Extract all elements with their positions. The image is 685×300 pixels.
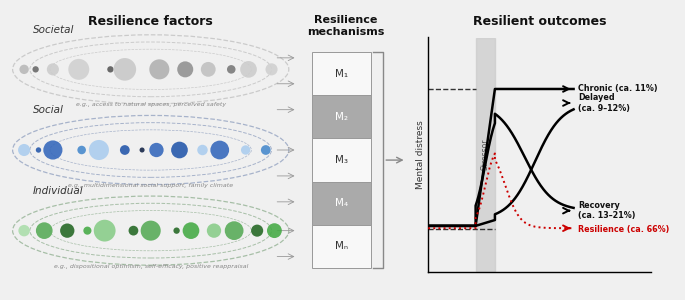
Bar [475,38,495,272]
Text: Resilience factors: Resilience factors [88,15,213,28]
Point [93,148,104,152]
Text: Resilience (ca. 66%): Resilience (ca. 66%) [578,225,669,234]
Point [136,148,147,152]
Point [240,148,251,152]
Point [226,67,237,72]
Point [99,228,110,233]
Bar [312,139,371,182]
Point [82,228,93,233]
Point [151,148,162,152]
Text: M₁: M₁ [335,69,348,79]
Point [128,228,139,233]
Text: Chronic (ca. 11%): Chronic (ca. 11%) [578,85,658,94]
Text: Delayed
(ca. 9–12%): Delayed (ca. 9–12%) [578,93,630,113]
Point [39,228,50,233]
Point [119,67,130,72]
Bar [312,225,371,268]
Text: Recovery
(ca. 13–21%): Recovery (ca. 13–21%) [578,201,636,220]
Point [251,228,262,233]
Text: M₂: M₂ [335,112,348,122]
Text: Social: Social [33,105,64,116]
Text: M₄: M₄ [335,198,348,208]
Text: Stressor: Stressor [481,139,490,170]
Text: Societal: Societal [33,25,74,35]
Point [30,67,41,72]
Text: Individual: Individual [33,186,84,196]
Point [18,67,29,72]
Point [243,67,254,72]
Point [174,148,185,152]
Bar [312,52,371,95]
Y-axis label: Mental distress: Mental distress [416,120,425,189]
Point [18,228,29,233]
Point [47,148,58,152]
Point [47,67,58,72]
Point [76,148,87,152]
Text: Resilient outcomes: Resilient outcomes [473,15,606,28]
Point [203,67,214,72]
Point [119,148,130,152]
Text: e.g., access to natural spaces, perceived safety: e.g., access to natural spaces, perceive… [75,103,226,107]
Point [62,228,73,233]
Text: Resilience
mechanisms: Resilience mechanisms [308,15,384,37]
Point [179,67,190,72]
Point [208,228,219,233]
Point [73,67,84,72]
Point [269,228,280,233]
Point [18,148,29,152]
Point [214,148,225,152]
Point [197,148,208,152]
Point [229,228,240,233]
Text: e.g., dispositional optimism, self-efficacy, positive reappraisal: e.g., dispositional optimism, self-effic… [53,264,248,269]
Bar [312,182,371,225]
Point [145,228,156,233]
Point [260,148,271,152]
Point [105,67,116,72]
Point [186,228,197,233]
Point [33,148,44,152]
Bar [312,95,371,139]
Point [154,67,165,72]
Point [266,67,277,72]
Text: e.g., multidimensional social support, family climate: e.g., multidimensional social support, f… [68,183,234,188]
Text: Mₙ: Mₙ [335,242,348,251]
Text: M₃: M₃ [335,155,348,165]
Point [171,228,182,233]
